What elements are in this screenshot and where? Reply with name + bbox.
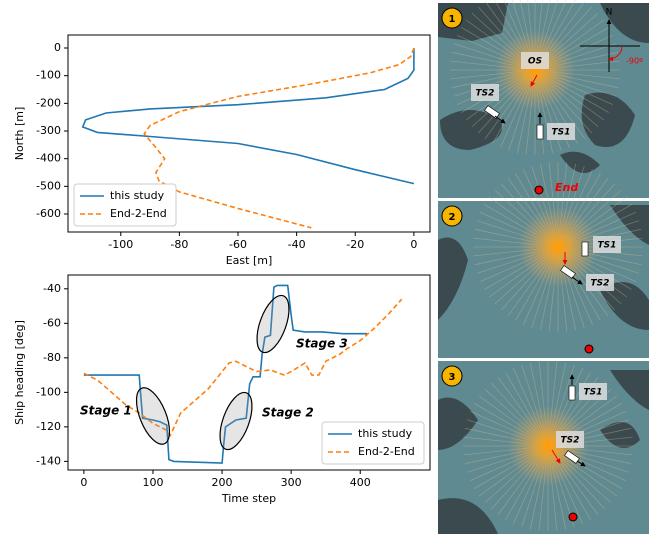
x-tick-label: 200 — [212, 476, 233, 489]
x-tick-label: 400 — [350, 476, 371, 489]
ship — [537, 125, 543, 139]
y-tick-label: -600 — [36, 207, 61, 220]
compass-n: N — [606, 8, 613, 18]
legend-label: this study — [110, 189, 165, 202]
sim-panel: 3 — [438, 361, 649, 534]
ship-label: TS1 — [598, 241, 617, 251]
sim-panel: 1 — [438, 0, 649, 198]
y-tick-label: 0 — [54, 41, 61, 54]
own-ship-glow — [495, 30, 575, 110]
panel-number: 3 — [449, 372, 456, 383]
annotation: Stage 3 — [296, 337, 348, 351]
x-tick-label: -60 — [229, 238, 247, 251]
end-label: End — [555, 181, 578, 194]
y-tick-label: -140 — [36, 454, 61, 467]
y-tick-label: -80 — [43, 351, 61, 364]
ship-label: TS2 — [561, 436, 580, 446]
end-point — [569, 513, 577, 521]
y-tick-label: -300 — [36, 124, 61, 137]
angle-label: -90º — [626, 57, 643, 66]
annotation: Stage 1 — [80, 404, 132, 418]
end-point — [585, 345, 593, 353]
x-axis-label: Time step — [221, 492, 276, 505]
x-tick-label: -80 — [170, 238, 188, 251]
x-tick-label: -40 — [288, 238, 306, 251]
y-tick-label: -100 — [36, 69, 61, 82]
panel-number: 1 — [449, 14, 456, 25]
x-tick-label: 0 — [80, 476, 87, 489]
y-tick-label: -60 — [43, 316, 61, 329]
legend-label: this study — [358, 427, 413, 440]
ship — [569, 386, 575, 400]
ship-label: TS1 — [584, 388, 603, 398]
ship-label: TS2 — [476, 89, 495, 99]
y-axis-label: Ship heading [deg] — [13, 320, 26, 425]
y-tick-label: -200 — [36, 96, 61, 109]
x-tick-label: -20 — [346, 238, 364, 251]
x-tick-label: 0 — [410, 238, 417, 251]
data-line — [144, 48, 414, 228]
figure: -100-80-60-40-2000-100-200-300-400-500-6… — [0, 0, 649, 534]
ship-label: OS — [528, 57, 542, 67]
legend-label: End-2-End — [358, 445, 415, 458]
x-axis-label: East [m] — [226, 254, 273, 267]
y-tick-label: -100 — [36, 385, 61, 398]
data-line — [83, 48, 414, 184]
y-tick-label: -40 — [43, 282, 61, 295]
ship-label: TS1 — [552, 128, 571, 138]
x-tick-label: -100 — [108, 238, 133, 251]
end-point — [535, 186, 543, 194]
x-tick-label: 100 — [142, 476, 163, 489]
annotation: Stage 2 — [262, 406, 314, 420]
y-tick-label: -120 — [36, 420, 61, 433]
y-tick-label: -500 — [36, 179, 61, 192]
x-tick-label: 300 — [281, 476, 302, 489]
panel-number: 2 — [449, 212, 456, 223]
y-axis-label: North [m] — [13, 107, 26, 161]
stage-ellipse — [214, 388, 259, 453]
y-tick-label: -400 — [36, 152, 61, 165]
ship-label: TS2 — [591, 279, 610, 289]
ship — [582, 242, 588, 256]
legend-label: End-2-End — [110, 207, 167, 220]
stage-ellipse — [130, 383, 177, 448]
